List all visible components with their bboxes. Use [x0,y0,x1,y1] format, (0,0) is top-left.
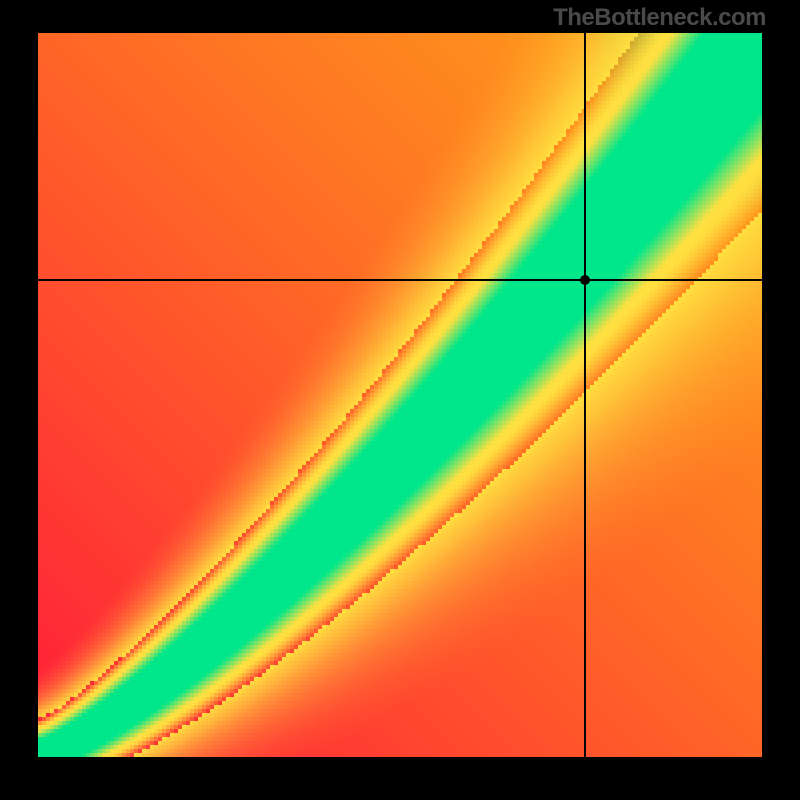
crosshair-horizontal [38,279,762,281]
plot-area [38,33,762,757]
selection-marker [580,275,590,285]
watermark-text: TheBottleneck.com [553,4,766,32]
crosshair-vertical [584,33,586,757]
bottleneck-heatmap [38,33,762,757]
chart-container: TheBottleneck.com [0,0,800,800]
